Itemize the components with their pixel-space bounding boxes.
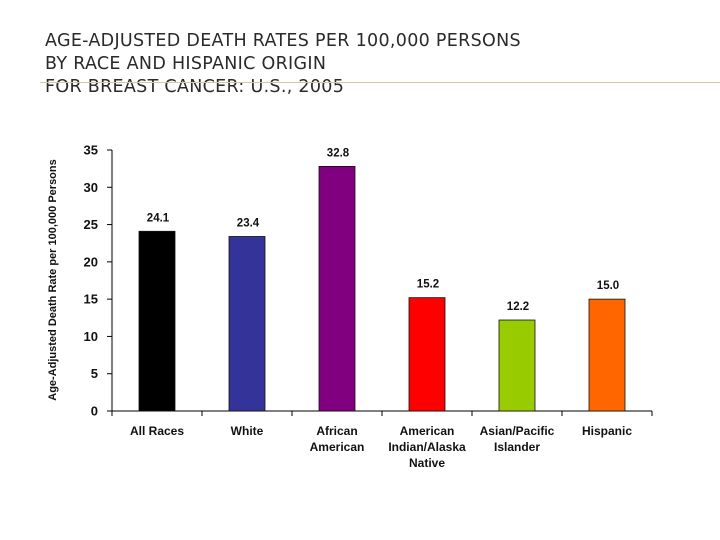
y-tick-label: 0 [91, 404, 98, 419]
category-label-line: All Races [130, 424, 184, 438]
category-label: African American [310, 424, 365, 454]
y-tick-label: 25 [84, 217, 98, 232]
category-label-line: American [310, 440, 365, 454]
category-label: White [231, 424, 264, 438]
data-label: 15.2 [417, 279, 439, 291]
category-label-line: Islander [494, 440, 540, 454]
category-label: American Indian/Alaska Native [388, 424, 466, 470]
bar [318, 166, 356, 412]
y-axis-title: Age-Adjusted Death Rate per 100,000 Pers… [47, 159, 59, 400]
y-tick-label: 35 [84, 143, 98, 158]
title-line-1: AGE-ADJUSTED DEATH RATES PER 100,000 PER… [45, 31, 521, 51]
category-label: All Races [130, 424, 184, 438]
y-tick-label: 5 [91, 366, 98, 381]
category-label: Hispanic [582, 424, 632, 438]
category-label-line: White [231, 424, 264, 438]
y-tick-label: 15 [84, 292, 98, 307]
y-tick-label: 10 [84, 329, 98, 344]
category-label-line: Native [409, 456, 445, 470]
data-label: 32.8 [327, 147, 350, 159]
category-label-line: Indian/Alaska [388, 440, 466, 454]
title-line-2: BY RACE AND HISPANIC ORIGIN [45, 54, 327, 74]
y-tick-label: 20 [84, 254, 98, 269]
bar [138, 230, 176, 412]
category-label-line: American [400, 424, 455, 438]
bar [408, 297, 446, 412]
category-label-line: Asian/Pacific [480, 424, 555, 438]
data-label: 12.2 [507, 301, 529, 313]
title-divider [40, 82, 720, 83]
data-label: 23.4 [237, 218, 260, 230]
category-label-line: Hispanic [582, 424, 632, 438]
bar [498, 319, 536, 412]
bar [588, 298, 626, 412]
category-label-line: African [316, 424, 357, 438]
bar [228, 236, 266, 412]
data-label: 24.1 [147, 212, 170, 224]
y-tick-label: 30 [84, 180, 98, 195]
data-label: 15.0 [597, 280, 619, 292]
category-label: Asian/Pacific Islander [480, 424, 555, 454]
